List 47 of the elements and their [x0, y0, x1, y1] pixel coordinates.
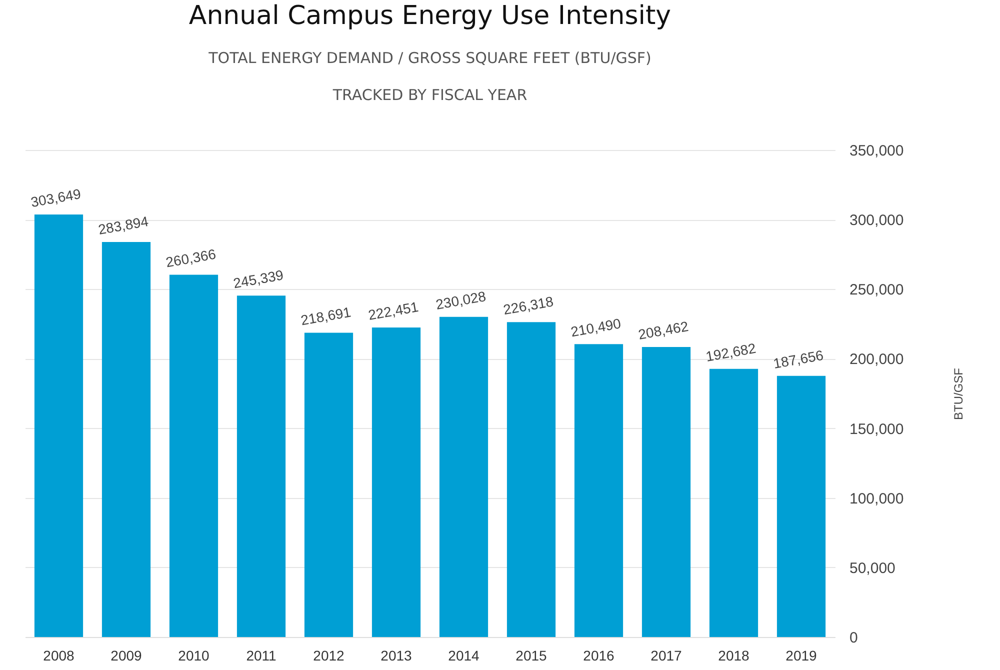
bar	[304, 332, 354, 637]
y-tick-label: 100,000	[850, 490, 904, 508]
data-label: 260,366	[164, 246, 218, 270]
y-tick-label: 350,000	[850, 142, 904, 160]
x-tick-label: 2014	[448, 648, 480, 664]
bar	[642, 346, 691, 637]
data-label: 230,028	[434, 288, 488, 312]
x-tick-label: 2016	[583, 648, 615, 664]
x-tick-label: 2012	[313, 648, 345, 664]
x-tick-label: 2017	[650, 648, 682, 664]
data-label: 210,490	[569, 315, 622, 340]
x-tick-label: 2010	[178, 648, 210, 664]
y-axis-title: BTU/GSF	[952, 368, 966, 420]
chart-title: Annual Campus Energy Use Intensity	[188, 1, 672, 31]
bar	[102, 242, 151, 637]
y-tick-label: 250,000	[850, 282, 904, 299]
text: TOTAL ENERGY DEMAND / GROSS SQUARE FEET (BTU/GSF) TRACKED BY FISCAL YEAR	[208, 49, 652, 104]
x-tick-label: 2019	[786, 648, 818, 664]
y-tick-label: 50,000	[850, 560, 896, 577]
y-tick-label: 200,000	[850, 351, 904, 368]
x-tick-label: 2015	[516, 648, 548, 664]
y-tick-label: 150,000	[850, 420, 904, 438]
y-tick-label: 300,000	[850, 212, 904, 230]
bar	[439, 316, 488, 637]
x-tick-label: 2009	[110, 648, 142, 664]
data-label: 187,656	[772, 346, 825, 372]
bar	[236, 296, 286, 637]
data-label: 208,462	[636, 318, 690, 342]
x-tick-label: 2013	[380, 648, 412, 664]
bar	[506, 322, 556, 637]
y-tick-label: 0	[850, 630, 858, 646]
bar	[709, 368, 758, 637]
x-tick-label: 2011	[246, 648, 277, 664]
bar	[34, 214, 84, 637]
data-label: 226,318	[502, 293, 555, 318]
x-tick-label: 2018	[718, 648, 750, 664]
data-label: 303,649	[29, 185, 82, 210]
bar	[169, 274, 218, 637]
bar	[574, 344, 624, 637]
data-label: 283,894	[96, 212, 150, 238]
data-label: 222,451	[366, 298, 420, 324]
data-label: 245,339	[232, 266, 285, 292]
bar	[372, 327, 421, 637]
bar	[776, 376, 826, 637]
data-label: 192,682	[704, 340, 758, 364]
data-label: 218,691	[299, 304, 352, 328]
x-tick-label: 2008	[43, 648, 75, 664]
